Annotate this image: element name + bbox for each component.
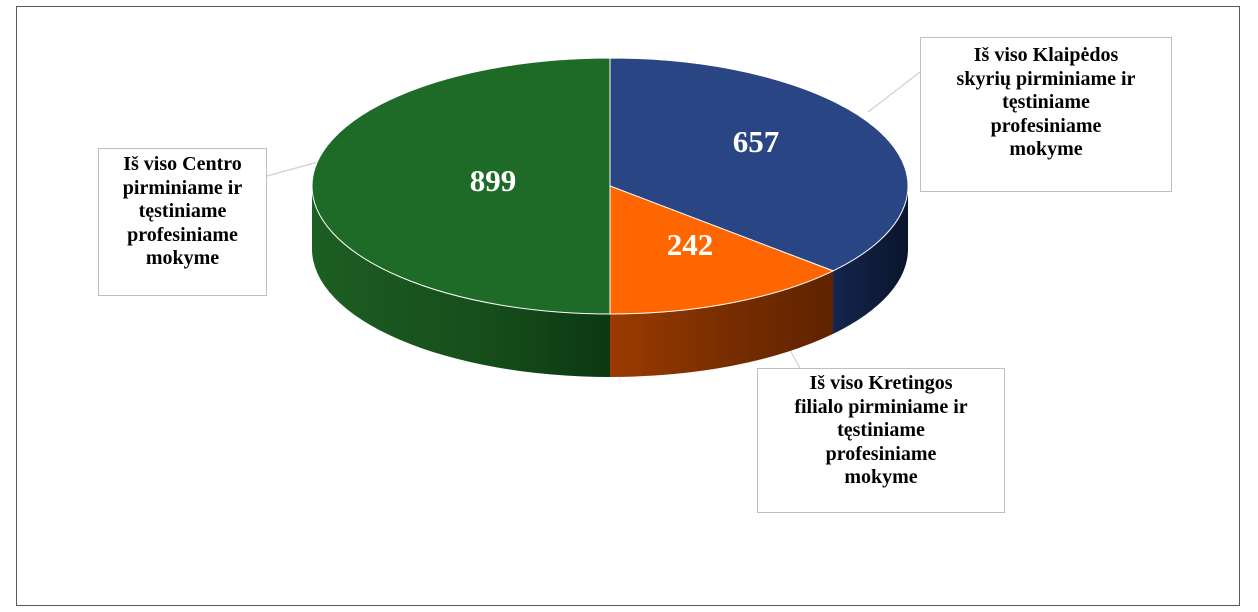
- callout-line: Iš viso Kretingos: [809, 372, 953, 394]
- slice-kretingos-side: [610, 270, 834, 377]
- value-label-2: 899: [470, 163, 517, 198]
- callout-line: skyrių pirminiame ir: [956, 67, 1136, 90]
- value-labels: 657 242 899: [470, 124, 780, 262]
- slice-klaipedos: [609, 57, 909, 272]
- callout-line: mokyme: [1009, 138, 1083, 160]
- value-label-0: 657: [733, 124, 780, 159]
- callout-line: Iš viso Centro: [123, 153, 242, 175]
- slice-centro-side: [312, 186, 610, 377]
- callout-line: profesiniame: [990, 114, 1102, 137]
- callout-line: Iš viso Klaipėdos: [973, 44, 1119, 66]
- callout-line: mokyme: [145, 247, 220, 269]
- callout-klaipedos: Iš viso Klaipėdos skyrių pirminiame ir t…: [920, 37, 1172, 192]
- callout-line: filialo pirminiame ir: [794, 395, 968, 418]
- slice-kretingos: [609, 185, 834, 315]
- callout-line: tęstiniame: [1002, 91, 1090, 113]
- callout-line: profesiniame: [127, 223, 238, 246]
- pie-sides: [312, 186, 908, 377]
- callout-line: tęstiniame: [138, 200, 227, 222]
- callout-line: tęstiniame: [837, 419, 925, 441]
- leader-line-0: [867, 71, 921, 113]
- slice-centro: [311, 57, 611, 315]
- slice-klaipedos-side: [833, 186, 908, 334]
- leader-line-2: [266, 161, 319, 177]
- callout-kretingos: Iš viso Kretingos filialo pirminiame ir …: [757, 368, 1005, 513]
- pie-slices: [311, 57, 909, 315]
- callout-centro: Iš viso Centro pirminiame ir tęstiniame …: [98, 148, 267, 296]
- callout-line: profesiniame: [825, 442, 937, 465]
- callout-line: mokyme: [844, 466, 918, 488]
- callout-line: pirminiame ir: [122, 176, 243, 199]
- value-label-1: 242: [667, 227, 714, 262]
